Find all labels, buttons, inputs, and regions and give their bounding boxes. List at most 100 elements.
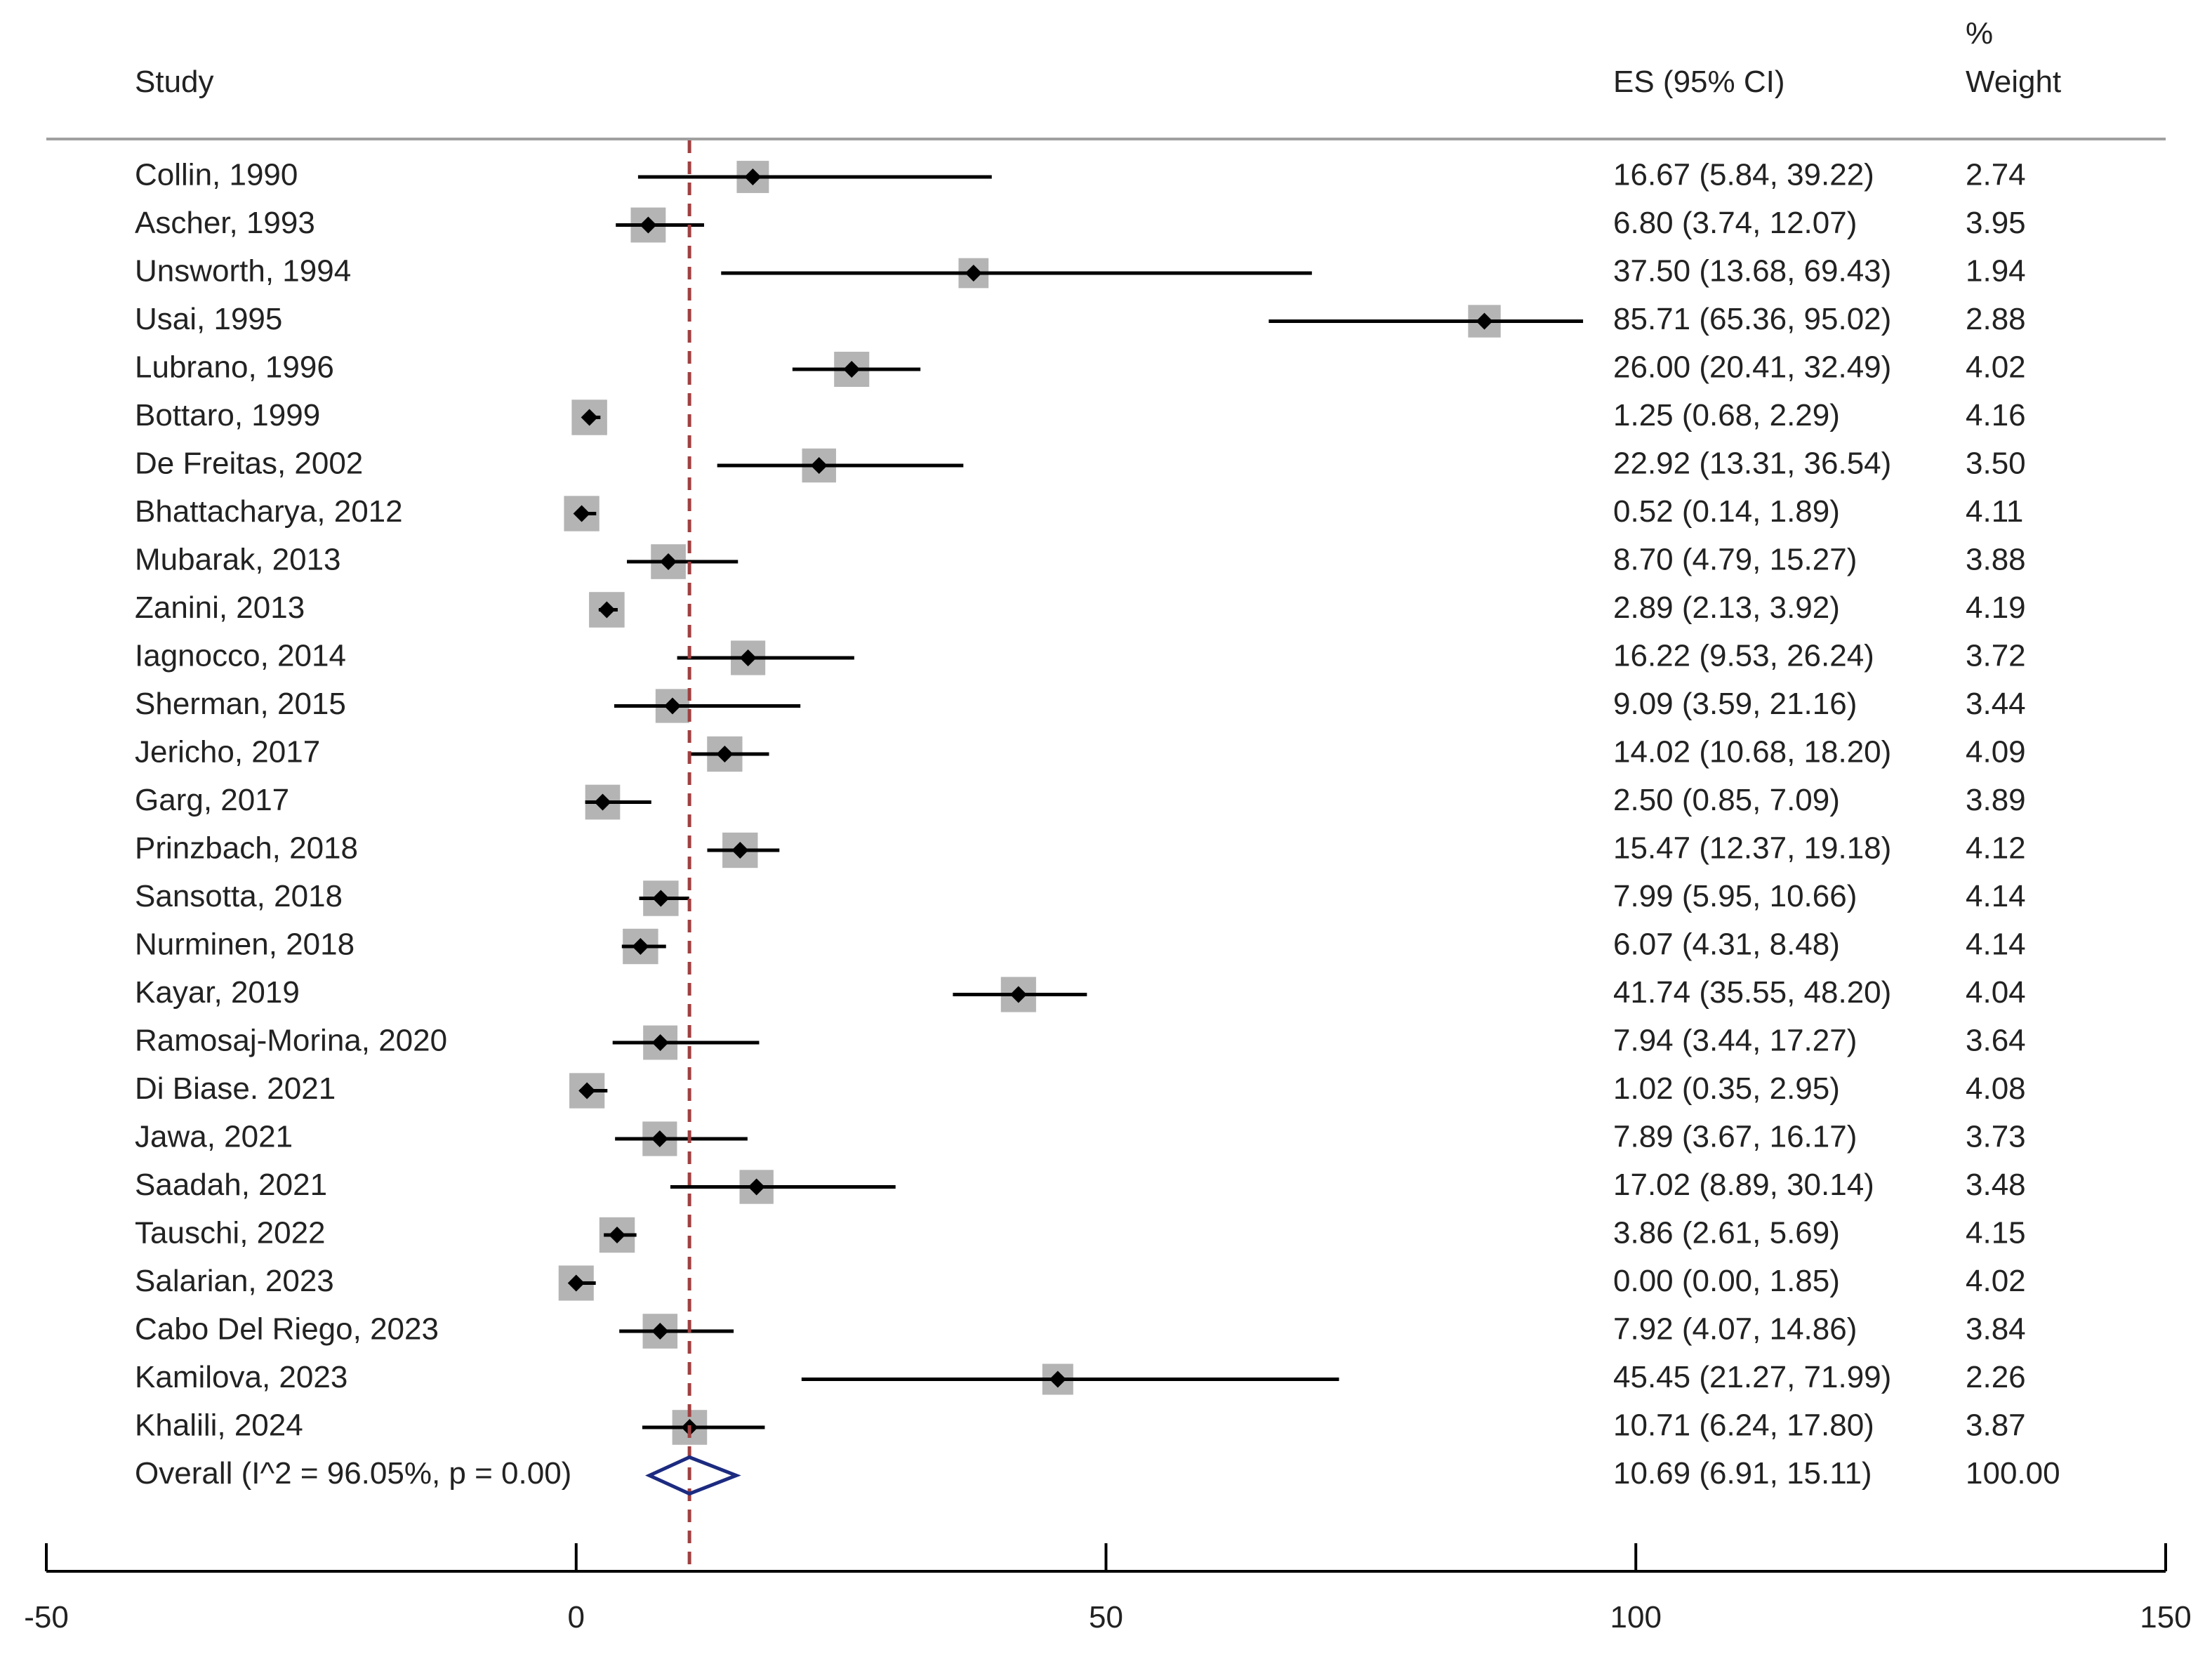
point-estimate-marker [609,1227,626,1243]
weight-text: 3.84 [1966,1312,2026,1347]
point-estimate-marker [652,890,670,907]
effect-size-text: 85.71 (65.36, 95.02) [1613,302,1891,336]
weight-text: 4.04 [1966,975,2026,1010]
study-row: Kamilova, 2023 45.45 (21.27, 71.99) 2.26 [135,1360,2026,1395]
weight-text: 3.50 [1966,447,2026,481]
study-column-header: Study [135,65,214,99]
study-row: Ramosaj-Morina, 2020 7.94 (3.44, 17.27) 3.… [135,1024,2026,1060]
effect-size-text: 17.02 (8.89, 30.14) [1613,1168,1874,1202]
study-label: Mubarak, 2013 [135,543,341,577]
weight-text: 3.72 [1966,639,2026,673]
point-estimate-marker [744,169,762,185]
study-row: Usai, 1995 85.71 (65.36, 95.02) 2.88 [135,302,2026,338]
study-row: Mubarak, 2013 8.70 (4.79, 15.27) 3.88 [135,543,2026,579]
point-estimate-marker [594,793,611,811]
overall-weight-text: 100.00 [1966,1456,2060,1491]
study-label: Nurminen, 2018 [135,927,355,962]
weight-text: 4.02 [1966,350,2026,385]
point-estimate-marker [651,1034,669,1051]
study-label: Usai, 1995 [135,302,282,336]
weight-text: 3.44 [1966,687,2026,721]
effect-size-text: 0.52 (0.14, 1.89) [1613,494,1840,529]
study-label: Lubrano, 1996 [135,350,334,385]
point-estimate-marker [739,649,757,666]
study-row: Di Biase. 2021 1.02 (0.35, 2.95) 4.08 [135,1071,2026,1109]
point-estimate-marker [632,938,649,955]
overall-effect-size-text: 10.69 (6.91, 15.11) [1613,1456,1872,1491]
effect-size-text: 2.89 (2.13, 3.92) [1613,590,1840,625]
effect-size-text: 2.50 (0.85, 7.09) [1613,783,1840,817]
x-axis-tick-label: 0 [568,1600,585,1634]
effect-size-text: 16.67 (5.84, 39.22) [1613,158,1874,192]
study-label: Kayar, 2019 [135,975,300,1010]
point-estimate-marker [965,265,982,282]
point-estimate-marker [573,505,590,522]
point-estimate-marker [731,842,749,859]
x-axis-tick-label: 150 [2140,1600,2191,1634]
study-label: Garg, 2017 [135,783,289,817]
effect-size-text: 6.80 (3.74, 12.07) [1613,206,1857,240]
weight-text: 4.02 [1966,1264,2026,1298]
effect-size-text: 7.99 (5.95, 10.66) [1613,879,1857,913]
study-row: Unsworth, 1994 37.50 (13.68, 69.43) 1.94 [135,254,2026,289]
point-estimate-marker [598,601,616,619]
study-row: Garg, 2017 2.50 (0.85, 7.09) 3.89 [135,783,2026,820]
header: Study ES (95% CI) % Weight [135,16,2061,99]
weight-text: 4.08 [1966,1071,2026,1106]
study-label: De Freitas, 2002 [135,447,363,481]
weight-text: 3.64 [1966,1024,2026,1058]
point-estimate-marker [663,697,681,715]
point-estimate-marker [640,216,657,234]
weight-text: 1.94 [1966,254,2026,289]
weight-text: 3.88 [1966,543,2026,577]
study-row: Ascher, 1993 6.80 (3.74, 12.07) 3.95 [135,206,2026,243]
weight-text: 4.14 [1966,927,2026,962]
study-row: Nurminen, 2018 6.07 (4.31, 8.48) 4.14 [135,927,2026,965]
point-estimate-marker [660,553,677,570]
weight-text: 3.95 [1966,206,2026,240]
weight-text: 4.09 [1966,735,2026,770]
weight-text: 4.16 [1966,398,2026,432]
study-label: Jericho, 2017 [135,735,320,770]
study-label: Sansotta, 2018 [135,879,343,913]
effect-size-text: 9.09 (3.59, 21.16) [1613,687,1857,721]
study-label: Jawa, 2021 [135,1120,293,1154]
weight-text: 3.48 [1966,1168,2026,1202]
study-label: Tauschi, 2022 [135,1216,326,1250]
weight-text: 2.88 [1966,302,2026,336]
study-label: Prinzbach, 2018 [135,831,358,866]
weight-text: 4.15 [1966,1216,2026,1250]
es-column-header: ES (95% CI) [1613,65,1785,99]
effect-size-text: 3.86 (2.61, 5.69) [1613,1216,1840,1250]
study-label: Bottaro, 1999 [135,398,320,432]
effect-size-text: 16.22 (9.53, 26.24) [1613,639,1874,673]
study-row: Collin, 1990 16.67 (5.84, 39.22) 2.74 [135,158,2026,193]
study-row: Lubrano, 1996 26.00 (20.41, 32.49) 4.02 [135,350,2026,388]
effect-size-text: 22.92 (13.31, 36.54) [1613,447,1891,481]
effect-size-text: 7.92 (4.07, 14.86) [1613,1312,1857,1347]
point-estimate-marker [810,457,828,474]
weight-text: 4.14 [1966,879,2026,913]
study-label: Unsworth, 1994 [135,254,351,289]
weight-text: 3.87 [1966,1408,2026,1443]
point-estimate-marker [1049,1371,1066,1388]
weight-text: 3.73 [1966,1120,2026,1154]
study-row: Tauschi, 2022 3.86 (2.61, 5.69) 4.15 [135,1216,2026,1253]
effect-size-text: 15.47 (12.37, 19.18) [1613,831,1891,866]
study-row: De Freitas, 2002 22.92 (13.31, 36.54) 3.50 [135,447,2026,483]
study-label: Cabo Del Riego, 2023 [135,1312,439,1347]
x-axis-tick-label: -50 [24,1600,69,1634]
point-estimate-marker [581,409,598,426]
study-label: Bhattacharya, 2012 [135,494,403,529]
point-estimate-marker [567,1274,585,1292]
study-label: Collin, 1990 [135,158,298,192]
study-row: Salarian, 2023 0.00 (0.00, 1.85) 4.02 [135,1264,2026,1301]
study-label: Di Biase. 2021 [135,1071,336,1106]
point-estimate-marker [1009,986,1027,1003]
point-estimate-marker [716,746,734,762]
weight-text: 4.19 [1966,590,2026,625]
effect-size-text: 41.74 (35.55, 48.20) [1613,975,1891,1010]
weight-text: 4.11 [1966,494,2023,529]
effect-size-text: 8.70 (4.79, 15.27) [1613,543,1857,577]
study-label: Saadah, 2021 [135,1168,327,1202]
